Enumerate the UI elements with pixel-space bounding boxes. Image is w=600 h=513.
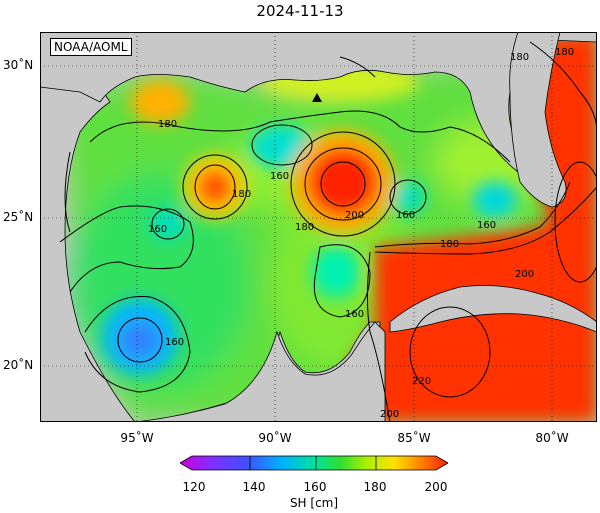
buoy-triangle-icon <box>312 93 322 102</box>
lon-label: 90˚W <box>258 431 292 445</box>
mexico-coast-west <box>40 32 136 422</box>
map-frame <box>40 32 597 422</box>
colorbar-fill <box>180 455 448 471</box>
contour-label: 160 <box>270 171 289 182</box>
colorbar <box>180 455 448 471</box>
colorbar-tick: 160 <box>303 480 327 494</box>
cuba-land <box>389 285 597 333</box>
contour-label: 200 <box>380 409 399 420</box>
contour-label: 160 <box>477 220 496 231</box>
credit-label: NOAA/AOML <box>50 38 132 56</box>
colorbar-units: SH [cm] <box>289 496 339 510</box>
contour-label: 180 <box>232 189 251 200</box>
colorbar-tick: 200 <box>424 480 448 494</box>
contour-label: 200 <box>515 269 534 280</box>
colorbar-tick: 180 <box>363 480 387 494</box>
contour-label: 200 <box>345 210 364 221</box>
contour-label: 180 <box>555 47 574 58</box>
lon-label: 95˚W <box>120 431 154 445</box>
lat-label: 20˚N <box>3 358 34 372</box>
lon-label: 85˚W <box>397 431 431 445</box>
contour-label: 180 <box>510 52 529 63</box>
sea-height-map: 180 160 180 160 200 160 180 160 180 160 … <box>40 32 597 422</box>
contour-label: 160 <box>148 224 167 235</box>
contour-label: 160 <box>165 337 184 348</box>
contour-label: 180 <box>440 239 459 250</box>
lat-label: 25˚N <box>3 210 34 224</box>
contour-label: 160 <box>345 309 364 320</box>
colorbar-tick: 120 <box>182 480 206 494</box>
yucatan-land <box>134 321 386 422</box>
colorbar-tick: 140 <box>242 480 266 494</box>
contour-label: 160 <box>396 210 415 221</box>
map-title: 2024-11-13 <box>256 2 344 20</box>
contour-label: 180 <box>158 119 177 130</box>
lat-label: 30˚N <box>3 58 34 72</box>
florida-land <box>509 32 567 208</box>
contour-label: 220 <box>412 376 431 387</box>
lat-lon-grid <box>40 32 597 422</box>
sea-height-contours <box>59 41 597 422</box>
contour-label: 180 <box>295 222 314 233</box>
contour-label-group: 180 160 180 160 200 160 180 160 180 160 … <box>148 47 574 420</box>
lon-label: 80˚W <box>535 431 569 445</box>
